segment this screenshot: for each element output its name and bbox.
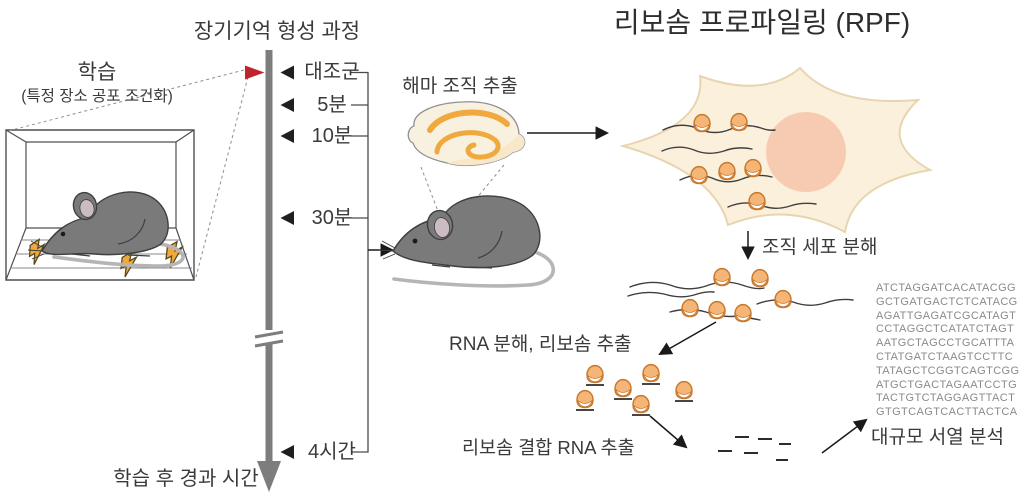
mrna-strand <box>662 124 776 134</box>
timepoint-marker <box>280 129 294 143</box>
sequence-line: AATGCTAGCCTGCATTTA <box>876 337 1015 350</box>
ribosome <box>690 165 708 185</box>
ribosome <box>708 300 726 320</box>
free-ribosomes <box>576 365 693 415</box>
sequence-line: ATGCTGACTAGAATCCTG <box>876 378 1018 391</box>
mouse-center-illustration <box>378 195 556 288</box>
mrna-strand <box>756 298 854 306</box>
elapsed-time-axis-label: 학습 후 경과 시간 <box>113 468 259 490</box>
timeline-bar <box>265 50 273 462</box>
timepoint-label-5min: 5분 <box>317 94 347 116</box>
timeline <box>245 50 395 492</box>
learning-subtitle: (특정 장소 공포 조건화) <box>21 88 173 105</box>
timepoint-label-4hr: 4시간 <box>308 441 356 463</box>
mrna-strand <box>661 146 753 154</box>
mrna-strand <box>727 202 817 209</box>
sequence-line: CCTAGGCTCATATCTAGT <box>876 323 1015 336</box>
timepoint-marker <box>280 211 294 225</box>
timepoint-marker <box>280 65 294 80</box>
timepoint-label-30min: 30분 <box>311 207 353 229</box>
ribosome <box>748 191 766 211</box>
bind-step-label: 리보솜 결합 RNA 추출 <box>462 437 635 458</box>
rna-step-label: RNA 분해, 리보솜 추출 <box>449 334 632 355</box>
timepoint-bracket <box>351 71 369 453</box>
ribosome <box>681 298 699 318</box>
ribosome <box>734 303 752 323</box>
mrna-strand <box>629 281 765 290</box>
lysis-step-label: 조직 세포 분해 <box>762 237 878 258</box>
rpf-title: 리보솜 프로파일링 (RPF) <box>613 7 911 38</box>
ribosome <box>744 158 762 178</box>
sequence-line: ATCTAGGATCACATACGG <box>876 282 1017 294</box>
timepoint-marker <box>280 98 294 112</box>
sequence-line: TACTGTCTAGGAGTTACT <box>876 392 1016 405</box>
sequencing-arrow <box>821 418 868 454</box>
ribosome <box>614 380 632 399</box>
timeline-arrowhead <box>257 461 281 492</box>
sequence-line: CTATGATCTAAGTCCTTC <box>876 350 1014 363</box>
ribosome <box>774 289 792 309</box>
mouse-in-chamber-illustration <box>27 191 185 268</box>
sequence-line: GCTGATGACTCTCATACG <box>876 295 1018 308</box>
cell-illustration <box>619 66 933 234</box>
ribosome <box>730 112 748 132</box>
timepoint-marker <box>280 445 294 459</box>
training-marker <box>245 65 265 80</box>
sequence-line: AGATTGAGATCGCATAGT <box>876 309 1017 322</box>
mrna-strand <box>627 291 715 298</box>
hippocampus-illustration <box>407 101 526 166</box>
ribosome <box>693 113 711 133</box>
ribosome-digestion-arrow <box>658 321 717 356</box>
extraction-label: 해마 조직 추출 <box>402 76 518 97</box>
rna-extraction-arrow <box>649 415 688 449</box>
ribosome <box>586 366 604 385</box>
ribosome <box>675 382 693 401</box>
sequence-line: GTGTCAGTCACTTACTCA <box>876 406 1018 419</box>
ribosome <box>576 391 594 410</box>
sequence-line: TATAGCTCGGTCAGTCGG <box>876 364 1020 377</box>
seq-step-label: 대규모 서열 분석 <box>871 427 1004 448</box>
timeline-break <box>254 330 284 348</box>
lysed-mrna-strands <box>627 267 854 323</box>
timepoint-label-10min: 10분 <box>311 125 353 147</box>
timepoint-label-control: 대조군 <box>304 61 360 83</box>
ribosome <box>632 396 650 415</box>
ribosome <box>642 365 660 384</box>
sequence-block: ATCTAGGATCACATACGG GCTGATGACTCTCATACG AG… <box>876 282 1019 420</box>
nucleus <box>766 112 846 192</box>
ribosome <box>713 267 731 287</box>
rna-fragments <box>718 436 791 461</box>
learning-title: 학습 <box>77 61 117 84</box>
timeline-title: 장기기억 형성 과정 <box>193 20 361 43</box>
ribosome <box>718 161 736 181</box>
zoom-indicator-dashed-lines <box>7 69 249 278</box>
ribosome <box>751 268 769 288</box>
